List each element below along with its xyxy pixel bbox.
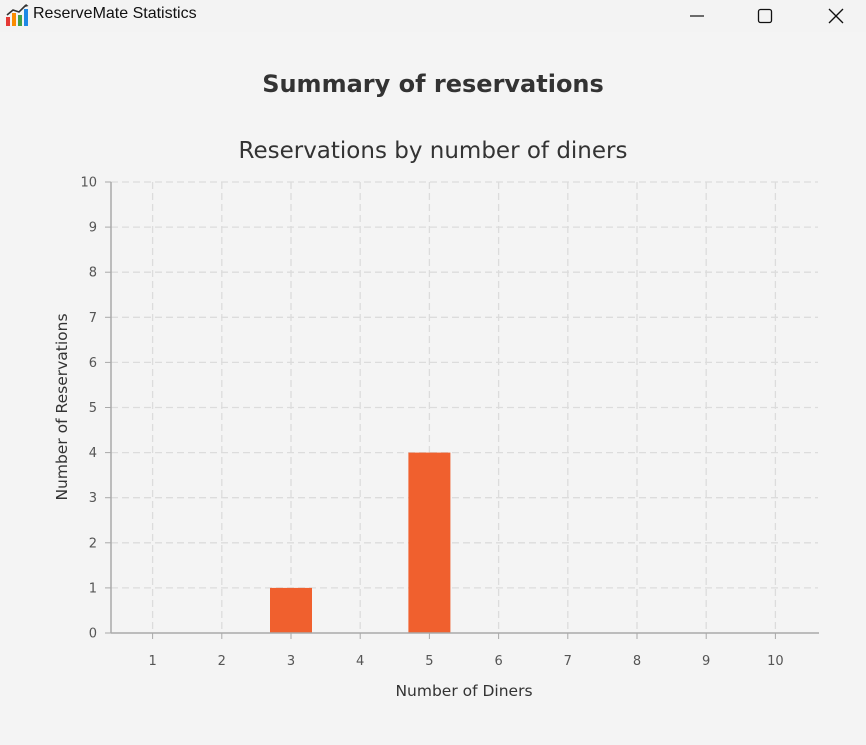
x-axis-label: Number of Diners bbox=[395, 682, 532, 700]
maximize-button[interactable] bbox=[742, 0, 788, 32]
minimize-icon bbox=[690, 15, 704, 17]
y-tick-label: 5 bbox=[89, 401, 97, 416]
bar-chart-app-icon bbox=[5, 3, 29, 27]
y-tick-label: 1 bbox=[89, 581, 97, 596]
x-tick-label: 2 bbox=[218, 654, 226, 669]
close-icon bbox=[828, 8, 844, 24]
y-tick-label: 10 bbox=[80, 176, 97, 191]
bar-5 bbox=[408, 452, 451, 633]
x-tick-label: 1 bbox=[148, 654, 156, 669]
y-tick-label: 2 bbox=[89, 536, 97, 551]
x-tick-label: 9 bbox=[702, 654, 710, 669]
x-tick-label: 4 bbox=[356, 654, 364, 669]
y-tick-label: 6 bbox=[89, 356, 97, 371]
y-tick-label: 9 bbox=[89, 221, 97, 236]
x-tick-label: 3 bbox=[287, 654, 295, 669]
y-tick-label: 0 bbox=[89, 627, 97, 642]
x-tick-label: 6 bbox=[494, 654, 502, 669]
x-tick-label: 8 bbox=[633, 654, 641, 669]
close-button[interactable] bbox=[813, 0, 859, 32]
y-axis-label: Number of Reservations bbox=[53, 313, 71, 500]
y-tick-label: 7 bbox=[89, 311, 97, 326]
minimize-button[interactable] bbox=[674, 0, 720, 32]
x-tick-label: 7 bbox=[564, 654, 572, 669]
y-tick-label: 3 bbox=[89, 491, 97, 506]
chart-title: Reservations by number of diners bbox=[239, 138, 628, 164]
page-title: Summary of reservations bbox=[262, 70, 604, 98]
window-title: ReserveMate Statistics bbox=[33, 5, 197, 22]
bar-3 bbox=[270, 587, 312, 633]
y-tick-label: 4 bbox=[89, 446, 97, 461]
x-tick-label: 10 bbox=[767, 654, 784, 669]
maximize-icon bbox=[757, 8, 773, 24]
x-tick-label: 5 bbox=[425, 654, 433, 669]
y-tick-label: 8 bbox=[89, 266, 97, 281]
window-titlebar: ReserveMate Statistics bbox=[0, 0, 866, 32]
